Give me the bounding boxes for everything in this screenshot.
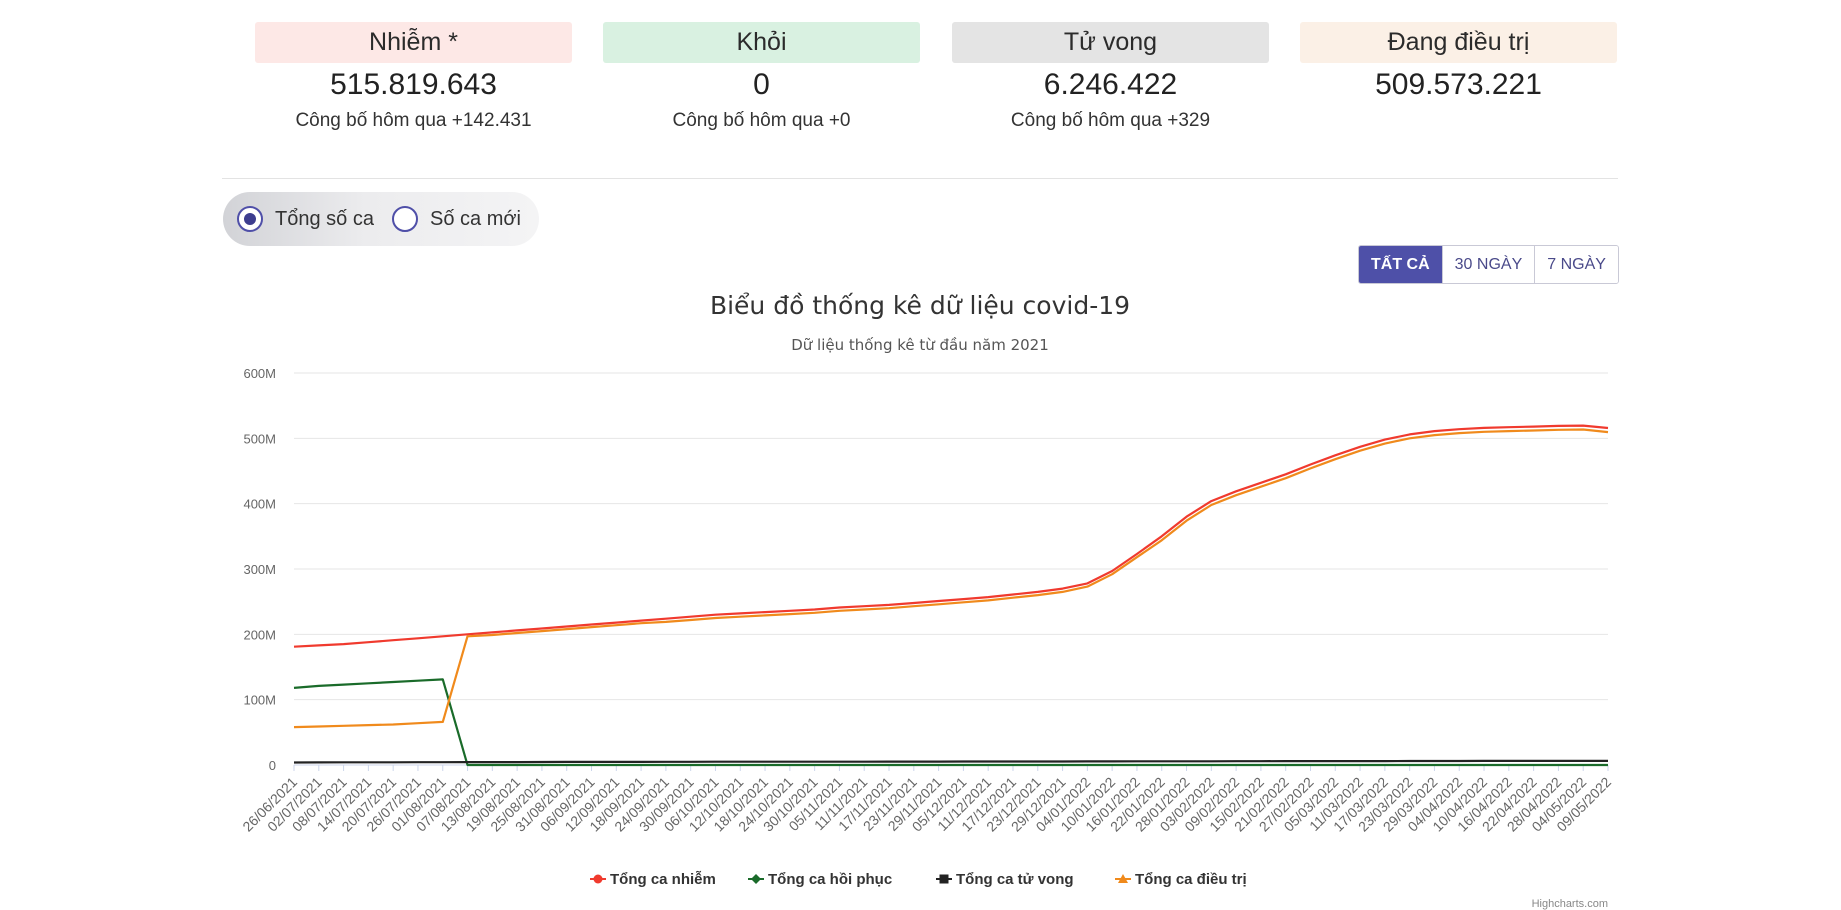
- stat-value: 515.819.643: [330, 68, 497, 101]
- series-line-2: [293, 678, 1608, 767]
- series-line-3: [293, 759, 1608, 764]
- chart-title: Biểu đồ thống kê dữ liệu covid-19: [710, 291, 1130, 320]
- stat-card-recovered: Khỏi 0 Công bố hôm qua +0: [603, 22, 920, 133]
- stat-label: Đang điều trị: [1300, 22, 1617, 63]
- legend-item-label: Tổng ca hồi phục: [768, 871, 892, 888]
- stats-panel: Nhiễm * 515.819.643 Công bố hôm qua +142.4…: [255, 22, 1617, 132]
- y-tick-label: 500M: [243, 431, 276, 446]
- y-tick-label: 0: [269, 758, 276, 773]
- legend-triangle-marker: [1118, 874, 1128, 883]
- y-tick-label: 600M: [243, 366, 276, 381]
- stat-change-note: Công bố hôm qua +0: [672, 110, 851, 131]
- range-7-days-button[interactable]: 7 NGÀY: [1534, 246, 1618, 283]
- radio-new-cases[interactable]: Số ca mới: [392, 192, 521, 246]
- legend-item-label: Tổng ca điều trị: [1135, 871, 1247, 888]
- y-tick-label: 200M: [243, 627, 276, 642]
- series-line-1: [293, 424, 1609, 648]
- stat-value: 0: [753, 68, 770, 101]
- y-tick-label: 400M: [243, 497, 276, 512]
- radio-label-new: Số ca mới: [430, 207, 521, 230]
- time-range-buttons: TẤT CẢ 30 NGÀY 7 NGÀY: [1358, 245, 1619, 284]
- divider: [222, 178, 1618, 179]
- series-line-4: [293, 428, 1609, 729]
- radio-unchecked-icon[interactable]: [392, 206, 418, 232]
- view-mode-radio-group: Tổng số ca Số ca mới: [223, 192, 539, 246]
- stat-label: Nhiễm *: [255, 22, 572, 63]
- legend-diamond-marker: [751, 874, 761, 884]
- y-tick-label: 100M: [243, 693, 276, 708]
- chart-subtitle: Dữ liệu thống kê từ đầu năm 2021: [791, 336, 1049, 354]
- highcharts-credit: Highcharts.com: [1532, 898, 1608, 910]
- legend-item-label: Tổng ca nhiễm: [610, 871, 716, 888]
- radio-checked-icon[interactable]: [237, 206, 263, 232]
- range-all-button[interactable]: TẤT CẢ: [1359, 246, 1442, 283]
- stat-card-deaths: Tử vong 6.246.422 Công bố hôm qua +329: [952, 22, 1269, 133]
- range-30-days-button[interactable]: 30 NGÀY: [1441, 246, 1535, 283]
- stat-label: Tử vong: [952, 22, 1269, 63]
- stat-card-infected: Nhiễm * 515.819.643 Công bố hôm qua +142.4…: [255, 22, 572, 133]
- legend-circle-marker: [593, 874, 603, 884]
- radio-total-cases[interactable]: Tổng số ca: [237, 192, 374, 246]
- stat-label: Khỏi: [603, 22, 920, 63]
- stat-card-treating: Đang điều trị 509.573.221: [1300, 22, 1617, 109]
- y-tick-label: 300M: [243, 562, 276, 577]
- stat-value: 509.573.221: [1375, 68, 1542, 101]
- legend-item-label: Tổng ca tử vong: [956, 871, 1074, 888]
- stat-value: 6.246.422: [1043, 68, 1178, 101]
- legend-square-marker: [939, 874, 949, 884]
- stat-change-note: Công bố hôm qua +142.431: [295, 110, 532, 131]
- radio-label-total: Tổng số ca: [275, 207, 374, 230]
- stat-change-note: Công bố hôm qua +329: [1010, 110, 1211, 131]
